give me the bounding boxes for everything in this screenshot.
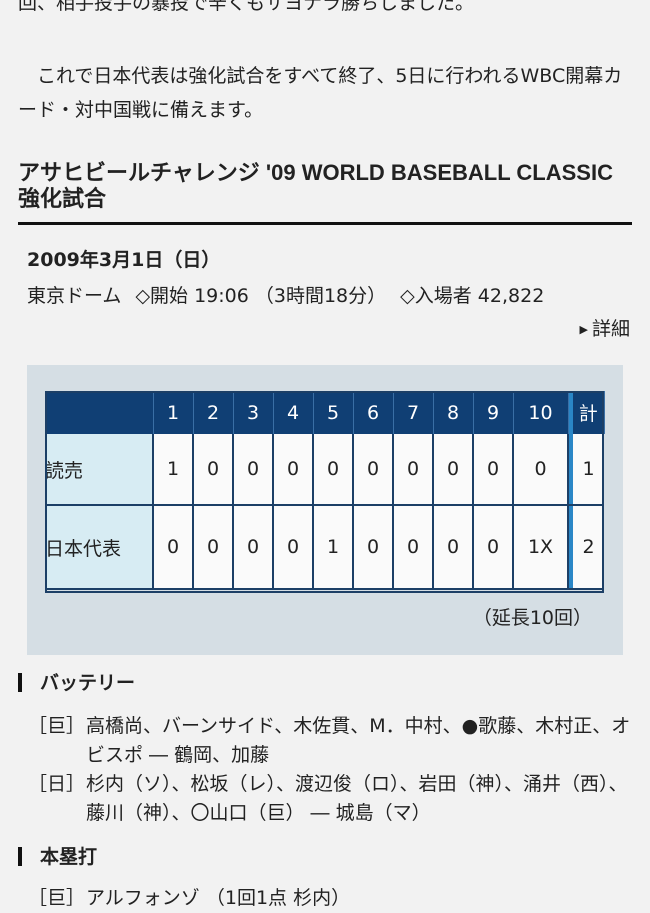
table-row: 読売 1 0 0 0 0 0 0 0 0 0 1 [45, 434, 604, 506]
inning-header: 9 [473, 391, 514, 434]
heading-label: 本塁打 [40, 846, 98, 868]
inning-header: 4 [273, 391, 314, 434]
inning-score: 0 [193, 505, 234, 590]
inning-score: 0 [233, 505, 274, 590]
inning-header: 3 [233, 391, 274, 434]
detail-link[interactable]: ▶ 詳細 [580, 314, 630, 345]
article-paragraph: 回、相手投手の暴投で辛くもサヨナラ勝ちしました。 [18, 0, 475, 14]
section-heading-homeruns: 本塁打 [18, 842, 97, 872]
inning-score: 0 [193, 434, 234, 506]
inning-score: 1X [513, 505, 569, 590]
inning-score: 0 [153, 505, 194, 590]
battery-players: 杉内（ソ）、松坂（レ）、渡辺俊（ロ）、岩田（神）、涌井（西）、藤川（神）、〇山口… [86, 773, 628, 824]
inning-score: 0 [353, 434, 394, 506]
heading-label: バッテリー [40, 672, 136, 694]
inning-score: 1 [313, 505, 354, 590]
total-separator [568, 505, 573, 590]
inning-header: 10 [513, 391, 569, 434]
start-time: ◇開始 19:06 （3時間18分） [135, 285, 387, 307]
team-header-cell [45, 391, 154, 434]
total-separator [568, 391, 573, 434]
scoreboard-table: 1 2 3 4 5 6 7 8 9 10 計 読売 1 0 0 0 0 0 0 … [45, 391, 605, 590]
title-divider [18, 222, 632, 225]
game-info: 東京ドーム ◇開始 19:06 （3時間18分） ◇入場者 42,822 [27, 281, 544, 311]
team-tag: ［巨］ [28, 715, 86, 737]
inning-header: 8 [433, 391, 474, 434]
inning-score: 0 [433, 434, 474, 506]
battery-players: 高橋尚、バーンサイド、木佐貫、M．中村、●歌藤、木村正、オビスポ ― 鶴岡、加藤 [86, 715, 631, 766]
total-score: 2 [573, 505, 604, 590]
inning-score: 0 [433, 505, 474, 590]
inning-header: 6 [353, 391, 394, 434]
inning-score: 0 [353, 505, 394, 590]
detail-link-label: 詳細 [591, 318, 630, 340]
inning-score: 0 [233, 434, 274, 506]
inning-header: 1 [153, 391, 194, 434]
inning-score: 0 [393, 434, 434, 506]
table-row: 日本代表 0 0 0 0 1 0 0 0 0 1X 2 [45, 505, 604, 590]
total-header: 計 [573, 391, 605, 434]
inning-score: 0 [273, 434, 314, 506]
venue: 東京ドーム [27, 285, 122, 307]
game-title: アサヒビールチャレンジ '09 WORLD BASEBALL CLASSIC 強… [18, 160, 613, 211]
triangle-right-icon: ▶ [579, 323, 588, 336]
team-tag: ［日］ [28, 773, 86, 795]
heading-bar [18, 673, 22, 692]
inning-score: 0 [273, 505, 314, 590]
inning-header: 2 [193, 391, 234, 434]
battery-entry: ［巨］ 高橋尚、バーンサイド、木佐貫、M．中村、●歌藤、木村正、オビスポ ― 鶴… [28, 712, 632, 770]
heading-bar [18, 847, 22, 866]
team-tag: ［巨］ [28, 887, 86, 909]
inning-header: 7 [393, 391, 434, 434]
inning-score: 0 [473, 434, 514, 506]
inning-score: 0 [393, 505, 434, 590]
inning-score: 0 [473, 505, 514, 590]
battery-entry: ［日］ 杉内（ソ）、松坂（レ）、渡辺俊（ロ）、岩田（神）、涌井（西）、藤川（神）… [28, 770, 632, 828]
inning-score: 0 [513, 434, 569, 506]
homerun-detail: アルフォンゾ （1回1点 杉内） [86, 887, 351, 909]
attendance: ◇入場者 42,822 [400, 285, 545, 307]
inning-header: 5 [313, 391, 354, 434]
extra-innings-note: （延長10回） [472, 607, 592, 629]
total-score: 1 [573, 434, 604, 506]
inning-score: 0 [313, 434, 354, 506]
inning-score: 1 [153, 434, 194, 506]
team-name: 読売 [45, 434, 154, 506]
total-separator [568, 434, 573, 506]
game-date: 2009年3月1日（日） [27, 249, 221, 271]
article-paragraph: これで日本代表は強化試合をすべて終了、5日に行われるWBC開幕カード・対中国戦に… [18, 65, 623, 121]
team-name: 日本代表 [45, 505, 154, 590]
homerun-entry: ［巨］ アルフォンゾ （1回1点 杉内） [28, 884, 632, 913]
section-heading-battery: バッテリー [18, 668, 135, 698]
